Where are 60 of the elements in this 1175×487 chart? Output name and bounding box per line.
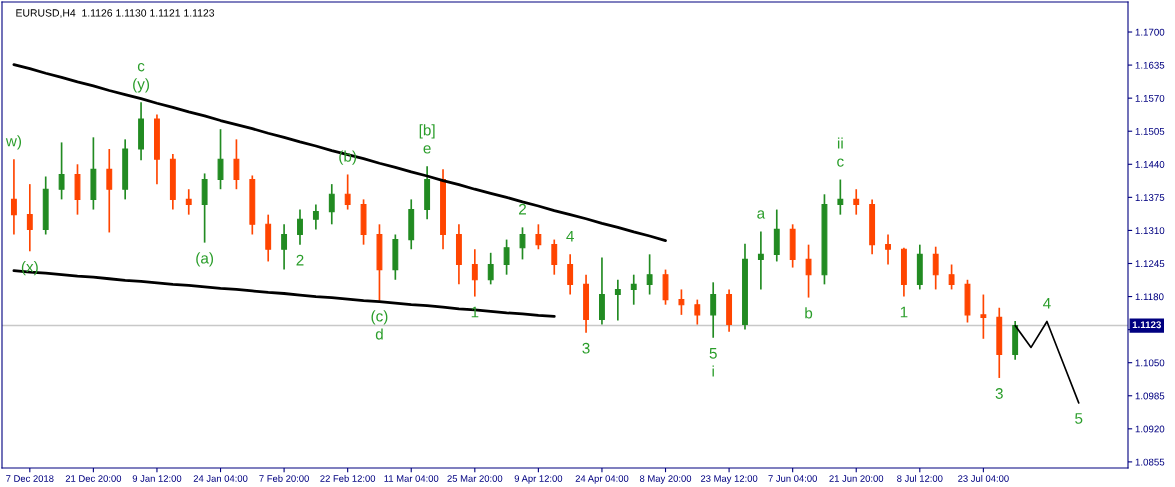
x-tick-label: 22 Feb 12:00 bbox=[320, 474, 376, 482]
annotation: d bbox=[375, 328, 383, 340]
annotation: w) bbox=[5, 135, 22, 150]
x-tick-label: 9 Apr 12:00 bbox=[514, 475, 563, 484]
y-tick-label: 1.1245 bbox=[1135, 260, 1165, 268]
y-tick-label: 1.1505 bbox=[1135, 127, 1165, 135]
annotation: 5 bbox=[1075, 413, 1083, 424]
annotation: i bbox=[712, 365, 714, 377]
annotation: (c) bbox=[371, 310, 388, 325]
x-tick-label: 11 Mar 04:00 bbox=[384, 475, 439, 482]
y-tick-label: 1.1375 bbox=[1135, 194, 1165, 201]
annotation: 2 bbox=[519, 203, 526, 215]
candlestick bbox=[964, 278, 971, 324]
x-tick-label: 21 Dec 20:00 bbox=[65, 475, 122, 482]
y-tick-label: 1.0855 bbox=[1135, 458, 1165, 466]
candlestick bbox=[662, 268, 669, 306]
y-tick-label: 1.1635 bbox=[1135, 61, 1165, 69]
x-tick-label: 7 Feb 20:00 bbox=[259, 474, 309, 482]
x-tick-label: 7 Dec 2018 bbox=[6, 475, 54, 482]
annotation: 3 bbox=[995, 388, 1003, 399]
annotation: 4 bbox=[566, 230, 574, 242]
y-tick-label: 1.1310 bbox=[1135, 227, 1165, 235]
annotation: 2 bbox=[296, 254, 304, 266]
annotation: [b] bbox=[419, 124, 435, 139]
annotation: 1 bbox=[900, 306, 908, 318]
candlestick bbox=[980, 293, 987, 340]
text: EURUSD,H4 1.1126 1.1130 1.1121 1.1123 bbox=[16, 9, 215, 18]
annotation: ii bbox=[837, 137, 843, 149]
x-tick-label: 25 Mar 20:00 bbox=[447, 475, 503, 482]
x-tick-label: 23 May 12:00 bbox=[700, 475, 758, 484]
annotation: (y) bbox=[133, 78, 150, 93]
annotation: c bbox=[837, 158, 844, 167]
x-tick-label: 9 Jan 12:00 bbox=[132, 475, 182, 482]
x-tick-label: 24 Jan 04:00 bbox=[193, 475, 248, 482]
annotation: b bbox=[805, 307, 813, 319]
annotation: 4 bbox=[1043, 298, 1051, 309]
annotation: e bbox=[423, 145, 431, 154]
candlestick bbox=[217, 128, 224, 191]
y-tick-label: 1.1180 bbox=[1135, 293, 1164, 301]
candlestick bbox=[519, 226, 526, 261]
x-tick-label: 24 Apr 04:00 bbox=[575, 475, 629, 484]
annotation: 5 bbox=[709, 348, 717, 359]
y-tick-label: 1.1570 bbox=[1135, 94, 1165, 102]
x-tick-label: 23 Jul 04:00 bbox=[958, 474, 1009, 482]
annotation: (a) bbox=[196, 252, 214, 267]
x-tick-label: 8 May 20:00 bbox=[639, 475, 692, 484]
candlestick bbox=[74, 163, 81, 216]
y-tick-label: 1.1050 bbox=[1135, 359, 1165, 367]
ref-line-label: 1.1123 bbox=[1132, 321, 1162, 329]
y-tick-label: 1.1700 bbox=[1135, 28, 1165, 36]
annotation: a bbox=[757, 210, 766, 219]
y-tick-label: 1.1440 bbox=[1135, 161, 1165, 168]
x-tick-label: 21 Jun 20:00 bbox=[829, 475, 884, 482]
line-series bbox=[1014, 320, 1080, 404]
y-tick-label: 1.0985 bbox=[1135, 392, 1165, 400]
x-tick-label: 7 Jun 04:00 bbox=[768, 475, 817, 482]
x-tick-label: 8 Jul 12:00 bbox=[897, 474, 943, 482]
annotation: 3 bbox=[582, 342, 590, 354]
annotation: c bbox=[137, 63, 145, 72]
y-tick-label: 1.0920 bbox=[1135, 425, 1165, 433]
